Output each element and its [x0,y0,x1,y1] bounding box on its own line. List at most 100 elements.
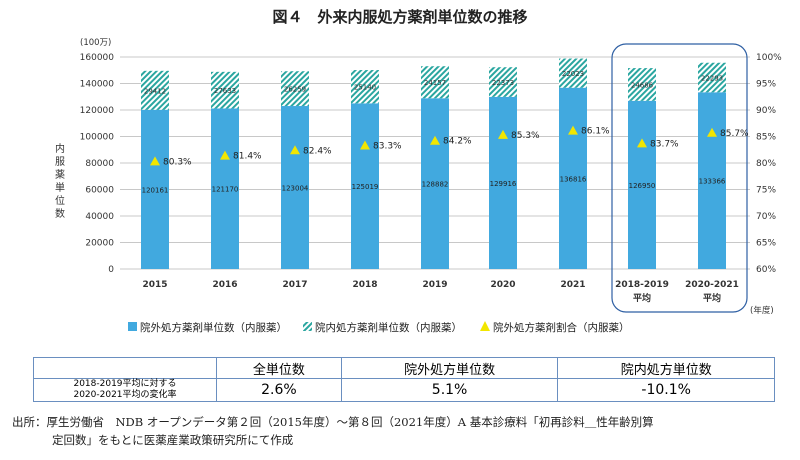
data-label-outpatient: 120161 [142,186,169,194]
y2-tick-label: 60% [756,265,776,275]
table-row: 2018-2019平均に対する 2020-2021平均の変化率 2.6% 5.1%… [33,378,775,402]
ratio-marker [360,140,370,150]
ratio-marker [637,138,647,148]
y-unit-label: (100万) [80,38,111,48]
bar-outpatient [351,103,379,269]
data-label-inpatient: 24686 [631,81,654,89]
y-axis-label: 内 [55,142,65,155]
y-tick-label: 20000 [85,239,114,249]
ratio-label: 86.1% [581,127,610,137]
x-tick-label: 平均 [633,292,651,304]
bar-inpatient [628,68,656,101]
ratio-marker [150,156,160,166]
source-note: 出所：厚生労働省 NDB オープンデータ第２回（2015年度）～第８回（2021… [12,413,797,449]
ratio-marker [430,135,440,145]
chart: 0 20000 40000 60000 80000 100000 120000 140000 1… [55,38,782,334]
data-label-outpatient: 121170 [212,186,239,194]
bar-inpatient [211,71,239,109]
y-tick-label: 40000 [85,212,114,222]
table-cell: 5.1% [340,378,559,402]
ratio-label: 85.7% [720,129,749,139]
y-axis-label: 服 [55,156,65,168]
y2-tick-label: 95% [756,80,776,90]
data-label-inpatient: 27633 [214,87,236,95]
legend-label: 院外処方薬剤単位数（内服薬） [140,321,287,334]
bar-inpatient [559,58,587,88]
y2-tick-label: 100% [756,53,782,63]
ratio-marker [568,125,578,135]
data-label-outpatient: 128882 [422,181,449,189]
data-label-inpatient: 26259 [284,86,306,94]
data-label-inpatient: 25140 [354,84,376,92]
legend-swatch-outpatient [128,322,137,331]
bar-inpatient [698,62,726,93]
bar-outpatient [141,109,169,269]
y-axis-label: 薬 [55,169,65,181]
bar-outpatient [559,87,587,269]
legend-label: 院内処方薬剤単位数（内服薬） [315,321,462,334]
bar-inpatient [281,71,309,107]
bar-inpatient [489,67,517,97]
row-label: 2018-2019平均に対する 2020-2021平均の変化率 [33,378,217,402]
table-header: 院外処方単位数 [340,357,559,379]
x-tick-label: 2018-2019 [615,280,669,290]
table-header: 院内処方単位数 [557,357,775,379]
source-note-line: 出所：厚生労働省 NDB オープンデータ第２回（2015年度）～第８回（2021… [12,415,654,429]
ratio-marker [498,129,508,139]
data-label-outpatient: 123004 [282,185,309,193]
highlight-box [611,43,748,313]
x-tick-label: 2017 [282,280,307,290]
y-axis-label: 位 [55,194,65,207]
y-tick-label: 80000 [85,159,114,169]
x-tick-label: 2020-2021 [685,280,739,290]
legend-marker-ratio [480,321,490,331]
bar-outpatient [421,98,449,269]
x-tick-label: 2016 [212,280,237,290]
y2-tick-label: 65% [756,239,776,249]
ratio-label: 82.4% [303,146,332,156]
data-label-outpatient: 129916 [490,180,517,188]
y-tick-label: 160000 [80,53,115,63]
table-cell: 2.6% [216,378,342,402]
legend-label: 院外処方薬剤割合（内服薬） [493,321,630,334]
y2-tick-label: 75% [756,186,776,196]
bar-outpatient [698,92,726,270]
y-tick-label: 0 [108,265,114,275]
data-label-inpatient: 24157 [424,79,446,87]
x-tick-label: 2015 [142,280,167,290]
bar-outpatient [281,106,309,269]
bar-outpatient [211,108,239,269]
y2-tick-label: 90% [756,106,776,116]
data-label-inpatient: 22293 [701,75,723,83]
bar-outpatient [489,96,517,269]
y-tick-label: 100000 [80,133,115,143]
row-label-line: 2018-2019平均に対する [73,379,177,389]
data-label-outpatient: 126950 [629,182,656,190]
ratio-marker [220,150,230,160]
change-rate-table: 全単位数 院外処方単位数 院内処方単位数 2018-2019平均に対する 2020… [33,357,775,402]
y-tick-label: 60000 [85,186,114,196]
data-label-inpatient: 22023 [562,70,584,78]
ratio-label: 81.4% [233,152,262,162]
data-label-inpatient: 29412 [144,87,166,95]
y-axis-label: 単 [55,181,65,194]
ratio-label: 83.7% [650,139,679,149]
bar-outpatient [628,100,656,269]
y-axis-label: 数 [55,207,65,220]
table-header-blank [33,357,217,379]
x-unit-label: (年度) [750,305,774,316]
ratio-marker [707,127,717,137]
x-tick-label: 2019 [422,280,447,290]
table-header-row: 全単位数 院外処方単位数 院内処方単位数 [33,357,775,379]
table-header: 全単位数 [216,357,342,379]
table-cell: -10.1% [557,378,775,402]
data-label-outpatient: 133366 [699,178,726,186]
bar-inpatient [141,70,169,110]
x-tick-label: 平均 [703,292,721,304]
chart-title: 図４ 外来内服処方薬剤単位数の推移 [272,8,528,26]
row-label-line: 2020-2021平均の変化率 [73,390,177,400]
ratio-marker [290,145,300,155]
bar-inpatient [351,70,379,104]
x-tick-label: 2018 [352,280,377,290]
